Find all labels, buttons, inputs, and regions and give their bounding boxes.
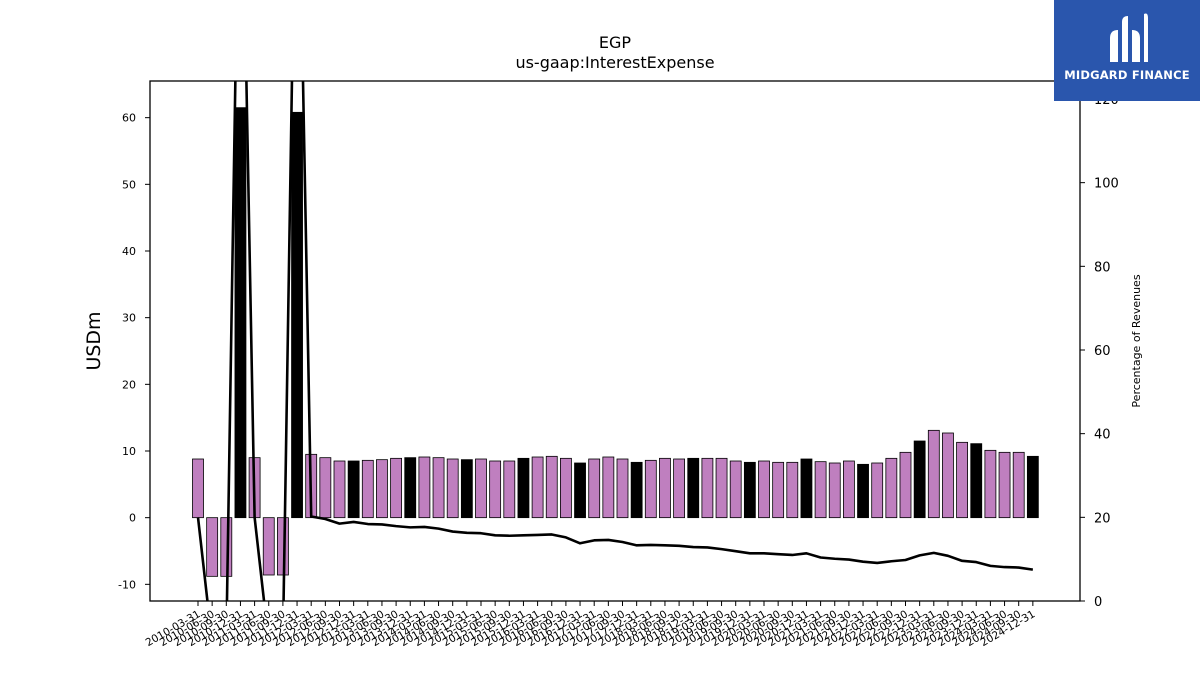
bar-quarterly bbox=[545, 455, 558, 519]
bar-quarterly bbox=[956, 441, 968, 519]
bar-quarterly bbox=[206, 517, 219, 577]
bar-quarterly bbox=[616, 458, 629, 519]
bar-annual bbox=[687, 457, 700, 519]
y2-axis-label: Percentage of Revenues bbox=[1130, 274, 1143, 407]
chart-subtitle: us-gaap:InterestExpense bbox=[515, 53, 714, 72]
bar-annual bbox=[1026, 455, 1039, 519]
y-tick-label: -10 bbox=[118, 578, 136, 591]
bar-annual bbox=[234, 107, 247, 519]
bar-quarterly bbox=[588, 458, 601, 519]
bar-quarterly bbox=[560, 457, 572, 519]
bar-annual bbox=[404, 457, 417, 519]
bar-quarterly bbox=[390, 457, 403, 519]
revenue-percentage-line bbox=[196, 81, 1034, 601]
bar-quarterly bbox=[361, 459, 374, 519]
bar-quarterly bbox=[772, 461, 785, 519]
y2-tick-label: 80 bbox=[1094, 260, 1111, 275]
bar-annual bbox=[800, 458, 813, 519]
bar-annual bbox=[291, 111, 303, 519]
logo-text: MIDGARD FINANCE bbox=[1064, 68, 1190, 82]
plot-frame bbox=[149, 80, 1081, 602]
midgard-logo-icon bbox=[1110, 13, 1148, 62]
bar-quarterly bbox=[871, 462, 884, 519]
midgard-logo: MIDGARD FINANCE bbox=[1054, 0, 1200, 101]
bar-quarterly bbox=[758, 460, 770, 519]
y-tick-label: 0 bbox=[129, 512, 136, 525]
y-tick-label: 30 bbox=[122, 312, 136, 325]
bar-quarterly bbox=[729, 460, 742, 519]
bar-quarterly bbox=[644, 459, 657, 519]
bar-annual bbox=[347, 460, 360, 519]
bar-annual bbox=[460, 459, 473, 519]
y2-tick-label: 60 bbox=[1094, 344, 1111, 359]
bar-annual bbox=[574, 462, 586, 519]
y-tick-label: 60 bbox=[122, 112, 136, 125]
y-tick-label: 20 bbox=[122, 378, 136, 391]
bar-annual bbox=[630, 461, 643, 519]
bar-quarterly bbox=[262, 517, 275, 576]
bar-quarterly bbox=[828, 462, 841, 519]
bar-quarterly bbox=[786, 461, 799, 519]
y2-tick-label: 20 bbox=[1094, 511, 1111, 526]
bar-quarterly bbox=[701, 457, 714, 519]
y2-tick-label: 100 bbox=[1094, 177, 1119, 192]
bar-annual bbox=[857, 463, 869, 519]
bars-group bbox=[192, 107, 1039, 577]
bar-quarterly bbox=[843, 460, 855, 519]
bar-quarterly bbox=[432, 457, 445, 519]
bar-quarterly bbox=[814, 461, 827, 519]
bar-quarterly bbox=[531, 456, 544, 519]
bar-quarterly bbox=[376, 459, 388, 519]
bar-quarterly bbox=[899, 451, 912, 519]
y-tick-label: 40 bbox=[122, 245, 136, 258]
bar-annual bbox=[517, 457, 530, 519]
y-tick-label: 50 bbox=[122, 178, 136, 191]
bar-quarterly bbox=[602, 456, 615, 519]
y2-tick-label: 40 bbox=[1094, 428, 1111, 443]
bar-quarterly bbox=[659, 457, 671, 519]
bar-quarterly bbox=[998, 451, 1011, 519]
bar-quarterly bbox=[885, 457, 898, 519]
bar-quarterly bbox=[942, 432, 954, 519]
bar-quarterly bbox=[984, 449, 997, 519]
bar-quarterly bbox=[673, 458, 685, 519]
line-group bbox=[196, 81, 1034, 601]
bar-quarterly bbox=[333, 460, 346, 519]
bar-quarterly bbox=[715, 457, 728, 519]
bar-quarterly bbox=[475, 458, 487, 519]
bar-quarterly bbox=[319, 457, 332, 519]
bar-quarterly bbox=[503, 460, 516, 519]
bar-quarterly bbox=[446, 458, 459, 519]
y-axis-label: USDm bbox=[83, 311, 105, 370]
chart-title: EGP bbox=[599, 33, 632, 52]
bar-quarterly bbox=[927, 429, 940, 519]
bar-annual bbox=[970, 443, 983, 519]
bar-quarterly bbox=[418, 456, 431, 519]
bar-quarterly bbox=[192, 458, 204, 519]
bar-annual bbox=[913, 440, 926, 519]
bar-quarterly bbox=[1012, 451, 1025, 519]
y-tick-label: 10 bbox=[122, 445, 136, 458]
bar-quarterly bbox=[489, 460, 502, 519]
y2-tick-label: 0 bbox=[1094, 595, 1102, 610]
bar-annual bbox=[743, 461, 756, 519]
